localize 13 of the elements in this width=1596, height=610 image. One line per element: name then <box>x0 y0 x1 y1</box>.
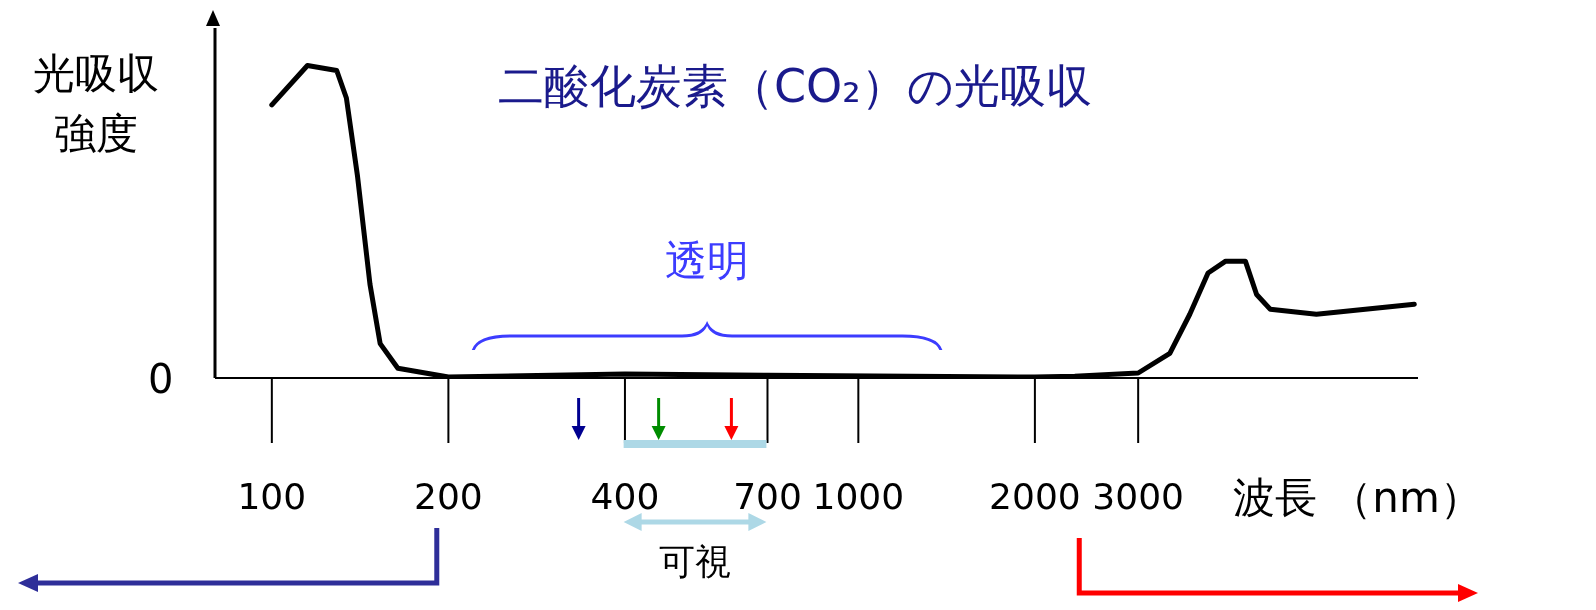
x-tick-label: 400 <box>590 475 660 517</box>
x-tick-label: 700 <box>733 475 802 517</box>
text: 可視 <box>658 540 732 584</box>
x-tick-label: 200 <box>414 475 483 517</box>
x-tick-label: 100 <box>237 475 307 517</box>
annotation: 透明 <box>664 235 751 287</box>
x-tick-label: 1000 <box>812 475 905 517</box>
text: 0 <box>148 356 174 402</box>
y-axis-title: 光吸収強度 <box>32 48 160 160</box>
x-tick-label: 3000 <box>1092 475 1184 517</box>
chart-title: 二酸化炭素（CO₂）の光吸収 <box>498 58 1092 115</box>
x-axis-title: 波長 （nm） <box>1233 472 1482 524</box>
x-tick-label: 2000 <box>989 475 1081 517</box>
